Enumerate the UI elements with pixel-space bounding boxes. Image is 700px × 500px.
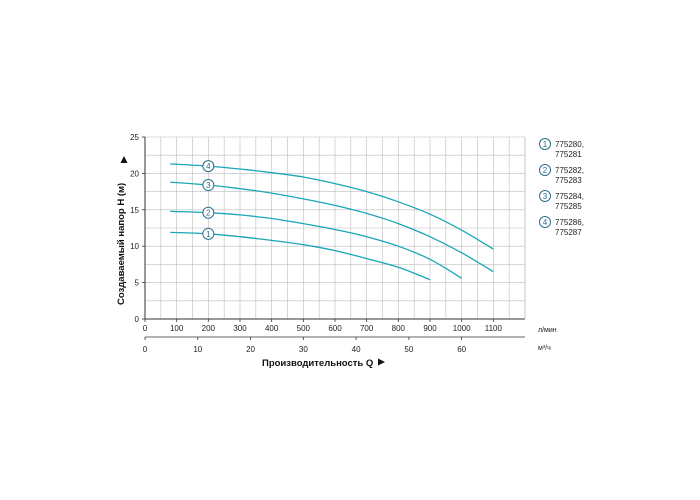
- x-tick-label-m3h: 60: [457, 345, 466, 354]
- x-tick-label-m3h: 10: [193, 345, 202, 354]
- x-tick-label-m3h: 40: [352, 345, 361, 354]
- series-marker-label-1: 1: [206, 230, 211, 239]
- x-unit-top: л/мин: [538, 327, 557, 334]
- legend-marker-label-3: 3: [543, 192, 548, 201]
- x-tick-label-lmin: 900: [423, 324, 437, 333]
- legend-marker-4: [539, 216, 551, 228]
- x-tick-label-lmin: 700: [360, 324, 374, 333]
- y-axis-title-group: Создаваемый напор H (м): [116, 156, 128, 305]
- legend-marker-label-2: 2: [543, 166, 548, 175]
- x-tick-label-lmin: 400: [265, 324, 279, 333]
- series-marker-2: [202, 206, 215, 219]
- legend-marker-1: [539, 138, 551, 150]
- legend-marker-label-4: 4: [543, 218, 548, 227]
- series-line-4: [170, 163, 494, 250]
- series-line-1: [170, 231, 431, 281]
- x-unit-bottom: м³/ч: [538, 345, 551, 352]
- x-tick-label-lmin: 100: [170, 324, 184, 333]
- series-marker-label-2: 2: [206, 209, 211, 218]
- x-tick-label-lmin: 1100: [485, 324, 503, 333]
- y-tick-label: 10: [130, 242, 139, 251]
- x-tick-label-lmin: 200: [202, 324, 216, 333]
- x-axis-title-group: Производительность Q: [262, 358, 385, 369]
- legend-entry-text: 775285: [555, 202, 582, 211]
- y-tick-label: 20: [130, 169, 139, 178]
- x-axis-arrow-icon: [378, 358, 385, 366]
- series-line-3: [170, 181, 494, 273]
- legend-entry-text: 775280,: [555, 140, 584, 149]
- legend-marker-3: [539, 190, 551, 202]
- x-tick-label-lmin: 1000: [453, 324, 471, 333]
- legend-entry-text: 775282,: [555, 166, 584, 175]
- y-tick-label: 0: [135, 315, 140, 324]
- x-tick-label-lmin: 0: [143, 324, 148, 333]
- legend-entry-text: 775286,: [555, 218, 584, 227]
- y-axis-title: Создаваемый напор H (м): [116, 183, 127, 305]
- series-lines: [170, 163, 494, 281]
- y-tick-label: 15: [130, 206, 139, 215]
- x-tick-label-lmin: 300: [233, 324, 247, 333]
- x-tick-label-lmin: 800: [392, 324, 406, 333]
- legend-entry-text: 775287: [555, 228, 582, 237]
- y-axis-arrow-icon: [120, 156, 128, 163]
- x-tick-label-m3h: 0: [143, 345, 148, 354]
- x-tick-label-m3h: 30: [299, 345, 308, 354]
- series-marker-1: [202, 227, 215, 240]
- x-axis-title: Производительность Q: [262, 358, 373, 369]
- legend-marker-2: [539, 164, 551, 176]
- legend-entry-text: 775281: [555, 150, 582, 159]
- legend-entry-text: 775283: [555, 176, 582, 185]
- x-tick-label-m3h: 20: [246, 345, 255, 354]
- series-line-2: [170, 210, 463, 279]
- legend-entry-text: 775284,: [555, 192, 584, 201]
- x-tick-label-m3h: 50: [404, 345, 413, 354]
- x-tick-label-lmin: 500: [297, 324, 311, 333]
- y-tick-label: 5: [135, 279, 140, 288]
- grid: [144, 136, 526, 320]
- series-marker-3: [202, 179, 215, 192]
- series-marker-4: [202, 160, 215, 173]
- y-tick-label: 25: [130, 133, 139, 142]
- series-markers: 1 2 3 4: [202, 160, 215, 240]
- series-marker-label-4: 4: [206, 162, 211, 171]
- x-tick-label-lmin: 600: [328, 324, 342, 333]
- legend-marker-label-1: 1: [543, 140, 548, 149]
- axes: [142, 136, 526, 340]
- series-marker-label-3: 3: [206, 181, 211, 190]
